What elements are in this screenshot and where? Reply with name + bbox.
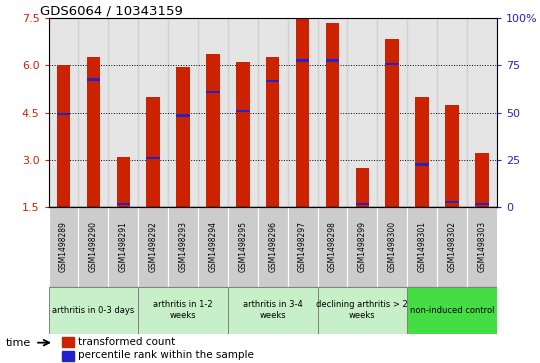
Bar	[146, 97, 160, 207]
Text: GSM1498302: GSM1498302	[448, 221, 456, 272]
Text: GSM1498290: GSM1498290	[89, 221, 98, 272]
Bar	[318, 207, 347, 287]
Bar	[437, 207, 467, 287]
Bar	[236, 110, 249, 112]
Text: GSM1498292: GSM1498292	[148, 221, 158, 272]
Text: time: time	[5, 338, 31, 348]
Bar	[49, 18, 78, 207]
Bar	[258, 207, 288, 287]
Bar	[138, 287, 228, 334]
Bar	[266, 80, 279, 82]
Bar	[62, 351, 74, 361]
Bar	[356, 203, 369, 205]
Bar	[138, 18, 168, 207]
Bar	[415, 97, 429, 207]
Bar	[446, 201, 458, 203]
Text: GSM1498293: GSM1498293	[179, 221, 187, 272]
Bar	[78, 207, 109, 287]
Text: GSM1498297: GSM1498297	[298, 221, 307, 272]
Bar	[377, 207, 407, 287]
Text: non-induced control: non-induced control	[410, 306, 494, 315]
Text: arthritis in 1-2
weeks: arthritis in 1-2 weeks	[153, 300, 213, 321]
Text: GSM1498301: GSM1498301	[417, 221, 427, 272]
Text: GSM1498296: GSM1498296	[268, 221, 277, 272]
Bar	[326, 60, 339, 62]
Text: GSM1498291: GSM1498291	[119, 221, 128, 272]
Bar	[109, 18, 138, 207]
Bar	[87, 78, 100, 81]
Bar	[386, 38, 399, 207]
Bar	[228, 287, 318, 334]
Text: GDS6064 / 10343159: GDS6064 / 10343159	[39, 4, 183, 17]
Bar	[146, 157, 160, 159]
Bar	[407, 18, 437, 207]
Bar	[437, 18, 467, 207]
Bar	[318, 287, 407, 334]
Bar	[206, 91, 220, 93]
Bar	[356, 168, 369, 207]
Bar	[296, 60, 309, 62]
Bar	[415, 163, 429, 166]
Bar	[377, 18, 407, 207]
Bar	[57, 65, 70, 207]
Bar	[168, 18, 198, 207]
Text: declining arthritis > 2
weeks: declining arthritis > 2 weeks	[316, 300, 408, 321]
Bar	[475, 154, 489, 207]
Bar	[266, 57, 279, 207]
Bar	[467, 18, 497, 207]
Bar	[198, 18, 228, 207]
Bar	[236, 62, 249, 207]
Text: GSM1498299: GSM1498299	[358, 221, 367, 272]
Bar	[117, 203, 130, 205]
Bar	[228, 18, 258, 207]
Bar	[467, 207, 497, 287]
Text: GSM1498294: GSM1498294	[208, 221, 218, 272]
Bar	[49, 207, 78, 287]
Text: arthritis in 0-3 days: arthritis in 0-3 days	[52, 306, 134, 315]
Bar	[78, 18, 109, 207]
Text: GSM1498295: GSM1498295	[238, 221, 247, 272]
Text: GSM1498298: GSM1498298	[328, 221, 337, 272]
Bar	[62, 337, 74, 347]
Bar	[117, 156, 130, 207]
Bar	[177, 114, 190, 117]
Text: GSM1498303: GSM1498303	[477, 221, 487, 272]
Bar	[446, 105, 458, 207]
Bar	[198, 207, 228, 287]
Text: percentile rank within the sample: percentile rank within the sample	[78, 350, 254, 360]
Bar	[177, 67, 190, 207]
Bar	[318, 18, 347, 207]
Text: arthritis in 3-4
weeks: arthritis in 3-4 weeks	[243, 300, 302, 321]
Bar	[347, 18, 377, 207]
Bar	[168, 207, 198, 287]
Bar	[296, 18, 309, 207]
Bar	[407, 287, 497, 334]
Bar	[109, 207, 138, 287]
Bar	[57, 113, 70, 115]
Bar	[228, 207, 258, 287]
Bar	[258, 18, 288, 207]
Bar	[326, 23, 339, 207]
Bar	[347, 207, 377, 287]
Text: transformed count: transformed count	[78, 337, 176, 347]
Bar	[386, 62, 399, 65]
Bar	[87, 57, 100, 207]
Bar	[288, 207, 318, 287]
Bar	[407, 207, 437, 287]
Text: GSM1498300: GSM1498300	[388, 221, 397, 272]
Bar	[138, 207, 168, 287]
Bar	[288, 18, 318, 207]
Bar	[49, 287, 138, 334]
Text: GSM1498289: GSM1498289	[59, 221, 68, 272]
Bar	[206, 54, 220, 207]
Bar	[475, 203, 489, 205]
